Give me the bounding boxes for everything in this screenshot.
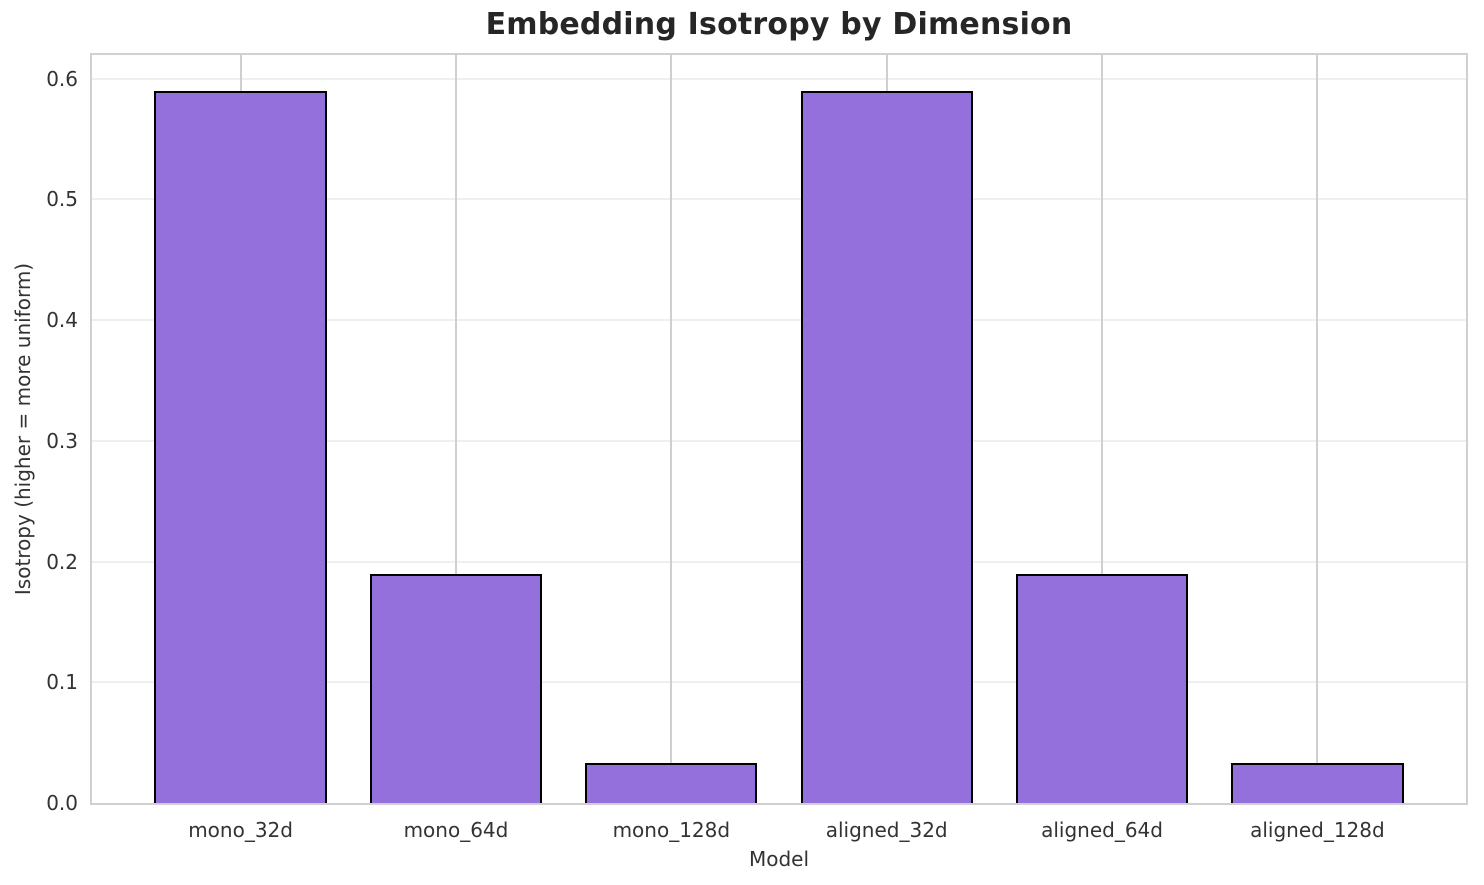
gridline-vertical xyxy=(1101,55,1104,803)
gridline-horizontal xyxy=(92,77,1466,80)
gridline-vertical xyxy=(1316,55,1319,803)
bar-mono_64d xyxy=(369,573,543,803)
y-tick-label: 0.6 xyxy=(46,66,78,91)
x-tick-label: aligned_32d xyxy=(825,818,948,842)
gridline-horizontal xyxy=(92,198,1466,201)
bar-aligned_32d xyxy=(800,90,973,803)
y-tick-label: 0.3 xyxy=(46,428,78,453)
bar-aligned_128d xyxy=(1231,763,1404,803)
y-tick-label: 0.5 xyxy=(46,187,78,212)
bar-mono_32d xyxy=(154,90,327,803)
x-tick-label: aligned_64d xyxy=(1041,818,1163,842)
gridline-horizontal xyxy=(92,560,1466,563)
bar-mono_128d xyxy=(585,763,758,803)
gridline-horizontal xyxy=(92,439,1466,442)
y-tick-label: 0.2 xyxy=(46,549,78,574)
gridline-horizontal xyxy=(92,319,1466,322)
chart-title: Embedding Isotropy by Dimension xyxy=(485,7,1073,42)
y-tick-label: 0.0 xyxy=(46,791,78,815)
x-tick-label: mono_64d xyxy=(403,818,509,842)
bar-aligned_64d xyxy=(1015,573,1189,803)
x-tick-label: mono_128d xyxy=(612,818,731,842)
x-tick-label: mono_32d xyxy=(188,818,293,842)
plot-area xyxy=(90,53,1468,805)
gridline-vertical xyxy=(454,55,457,803)
gridline-horizontal xyxy=(92,681,1466,684)
gridline-vertical xyxy=(670,55,673,803)
x-axis-label: Model xyxy=(748,847,810,871)
y-tick-label: 0.4 xyxy=(46,308,78,333)
y-tick-label: 0.1 xyxy=(46,670,78,695)
x-tick-label: aligned_128d xyxy=(1250,818,1385,842)
